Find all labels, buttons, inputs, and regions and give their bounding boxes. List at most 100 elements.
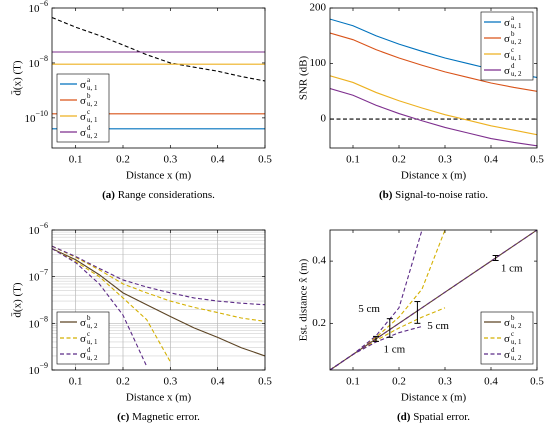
x-tick-label: 0.1 [346,376,360,388]
x-axis-label: Distance x (m) [401,392,467,404]
series-line [52,245,265,322]
tick-base: 10 [28,272,40,284]
legend-sup: d [87,346,91,354]
legend-symbol: σ [504,333,510,345]
x-axis-label: Distance x (m) [401,170,467,182]
x-tick-label: 0.4 [484,154,498,166]
series-line [330,230,537,370]
axes-frame [329,229,538,371]
legend-sub: u, 2 [511,70,522,78]
tick-base: 10 [28,3,40,15]
legend: σb u, 2σc u, 1σd u, 2 [56,311,110,365]
legend-sup: b [511,314,515,322]
legend-sub: u, 2 [87,322,98,330]
y-axis-label: d̄(x) (T) [11,60,23,95]
legend-sup: b [87,92,91,100]
legend-box [56,311,110,365]
x-tick-label: 0.5 [530,376,544,388]
caption-label: (b) [379,189,393,201]
y-tick-label: 10−9 [28,361,48,377]
series-line [52,245,265,306]
annotation: 1 cm [384,343,406,355]
legend-sub: u, 1 [511,338,522,346]
tick-base: 10 [28,365,40,377]
x-tick-label: 0.4 [211,376,225,388]
legend-sup: c [87,330,90,338]
tick-base: 10 [28,318,40,330]
y-tick-label: 0.4 [312,255,326,267]
series-line [330,88,537,147]
caption-text: Signal-to-noise ratio. [395,189,488,201]
legend-box [480,11,534,81]
error-bar [386,318,393,338]
x-tick-label: 0.1 [346,154,360,166]
tick-exponent: −9 [39,361,48,370]
x-tick-label: 0.4 [211,154,225,166]
caption-label: (c) [117,411,130,423]
y-tick-label: 10−10 [24,109,48,125]
legend-sup: a [511,14,515,22]
caption-text: Magnetic error. [132,411,200,423]
caption: (a) Range considerations. [102,189,215,201]
y-axis-label: Est. distance x̂ (m) [298,258,310,341]
y-tick-label: 10−6 [28,221,48,237]
legend-symbol: σ [80,127,86,139]
legend-label: σd u, 2 [504,346,522,362]
legend-label: σb u, 2 [80,92,98,108]
legend-label: σd u, 2 [80,124,98,140]
series-line [330,325,423,370]
legend-label: σb u, 2 [504,314,522,330]
legend-sub: u, 1 [87,116,98,124]
legend-label: σa u, 1 [80,76,98,92]
caption: (d) Spatial error. [397,411,470,423]
tick-exponent: −8 [39,54,48,63]
series-line [330,307,446,370]
y-tick-label: 10−8 [28,314,48,330]
series-line [330,230,423,370]
tick-exponent: −6 [39,0,48,8]
legend-sup: c [87,108,90,116]
legend-sub: u, 2 [511,38,522,46]
series-line [52,248,171,363]
legend-symbol: σ [80,79,86,91]
x-tick-label: 0.5 [258,154,272,166]
series-line [52,248,148,367]
legend-sub: u, 1 [87,84,98,92]
error-bar [414,301,421,324]
x-tick-label: 0.2 [392,154,406,166]
x-tick-label: 0.2 [116,154,130,166]
x-tick-label: 0.5 [530,154,544,166]
legend-sub: u, 2 [511,322,522,330]
x-axis-label: Distance x (m) [126,170,192,182]
x-tick-label: 0.4 [484,376,498,388]
caption-label: (d) [397,411,411,423]
legend-sub: u, 2 [511,354,522,362]
x-tick-label: 0.5 [258,376,272,388]
x-tick-label: 0.3 [438,376,452,388]
y-axis-label: d̄(x) (T) [11,282,23,317]
legend-sub: u, 2 [87,100,98,108]
caption: (c) Magnetic error. [117,411,200,423]
annotation: 1 cm [501,262,523,274]
annotation: 5 cm [427,320,449,332]
annotation: 5 cm [358,303,380,315]
legend-symbol: σ [504,17,510,29]
chart-panel: 0.1 0.2 0.3 0.4 0.5 0 100 200 Distance x (m) SNR … [298,2,545,201]
legend-label: σd u, 2 [80,346,98,362]
caption-text: Spatial error. [413,411,470,423]
legend-label: σc u, 1 [80,108,98,124]
chart-panel: 5 cm 1 cm 5 cm 1 cm 0.1 0.2 0.3 0.4 0.5 0.2 0.4 Dis… [298,229,544,423]
legend-label: σb u, 2 [504,30,522,46]
x-tick-label: 0.1 [69,154,83,166]
legend-sup: d [87,124,91,132]
legend-symbol: σ [80,111,86,123]
legend-symbol: σ [80,349,86,361]
legend: σa u, 1σb u, 2σc u, 1σd u, 2 [480,11,534,81]
x-tick-label: 0.3 [163,376,177,388]
tick-base: 10 [28,58,40,70]
caption: (b) Signal-to-noise ratio. [379,189,488,201]
legend-sub: u, 1 [87,338,98,346]
caption-label: (a) [102,189,115,201]
tick-exponent: −7 [39,268,48,277]
